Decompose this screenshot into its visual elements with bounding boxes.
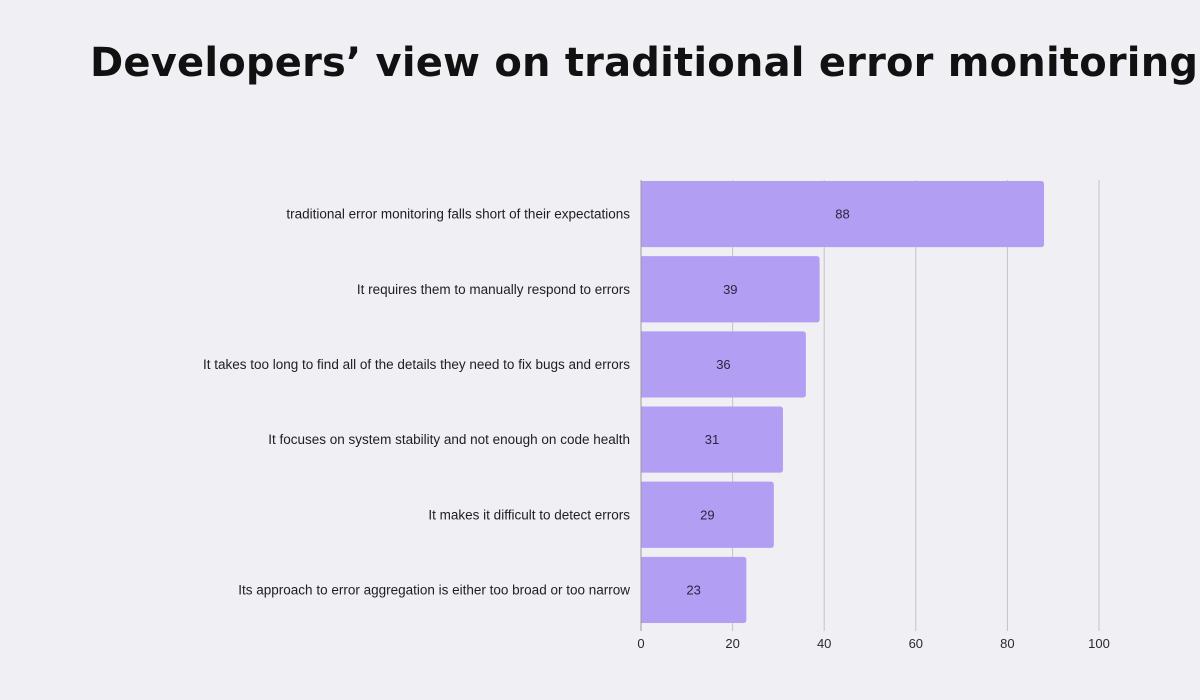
bar: [641, 181, 1045, 248]
chart-title: Developers’ view on traditional error mo…: [90, 40, 1199, 86]
bar-value-label: 29: [700, 507, 714, 522]
bar-value-label: 36: [716, 357, 730, 372]
bar-value-label: 39: [723, 282, 737, 297]
bar-value-label: 31: [705, 432, 719, 447]
bar: [641, 406, 783, 473]
bar: [641, 481, 774, 548]
x-tick-label: 0: [637, 636, 644, 651]
x-tick-label: 80: [1000, 636, 1014, 651]
bar: [641, 331, 806, 398]
category-label: It makes it difficult to detect errors: [428, 507, 630, 522]
bar: [641, 256, 820, 323]
grid-lines: [732, 180, 1100, 631]
x-tick-label: 20: [725, 636, 739, 651]
category-label: It focuses on system stability and not e…: [268, 432, 630, 447]
x-tick-label: 100: [1088, 636, 1110, 651]
labels: 0 20 40 60 80 100 88 traditional error monitori…: [203, 207, 1110, 651]
x-tick-label: 60: [909, 636, 923, 651]
category-label: Its approach to error aggregation is eit…: [238, 582, 630, 597]
bar: [641, 556, 747, 623]
bar-value-label: 23: [686, 582, 700, 597]
category-label: It requires them to manually respond to …: [357, 282, 630, 297]
bars: [641, 181, 1045, 623]
category-label: traditional error monitoring falls short…: [286, 207, 630, 222]
bar-value-label: 88: [835, 207, 849, 222]
category-label: It takes too long to find all of the det…: [203, 357, 630, 372]
x-tick-label: 40: [817, 636, 831, 651]
